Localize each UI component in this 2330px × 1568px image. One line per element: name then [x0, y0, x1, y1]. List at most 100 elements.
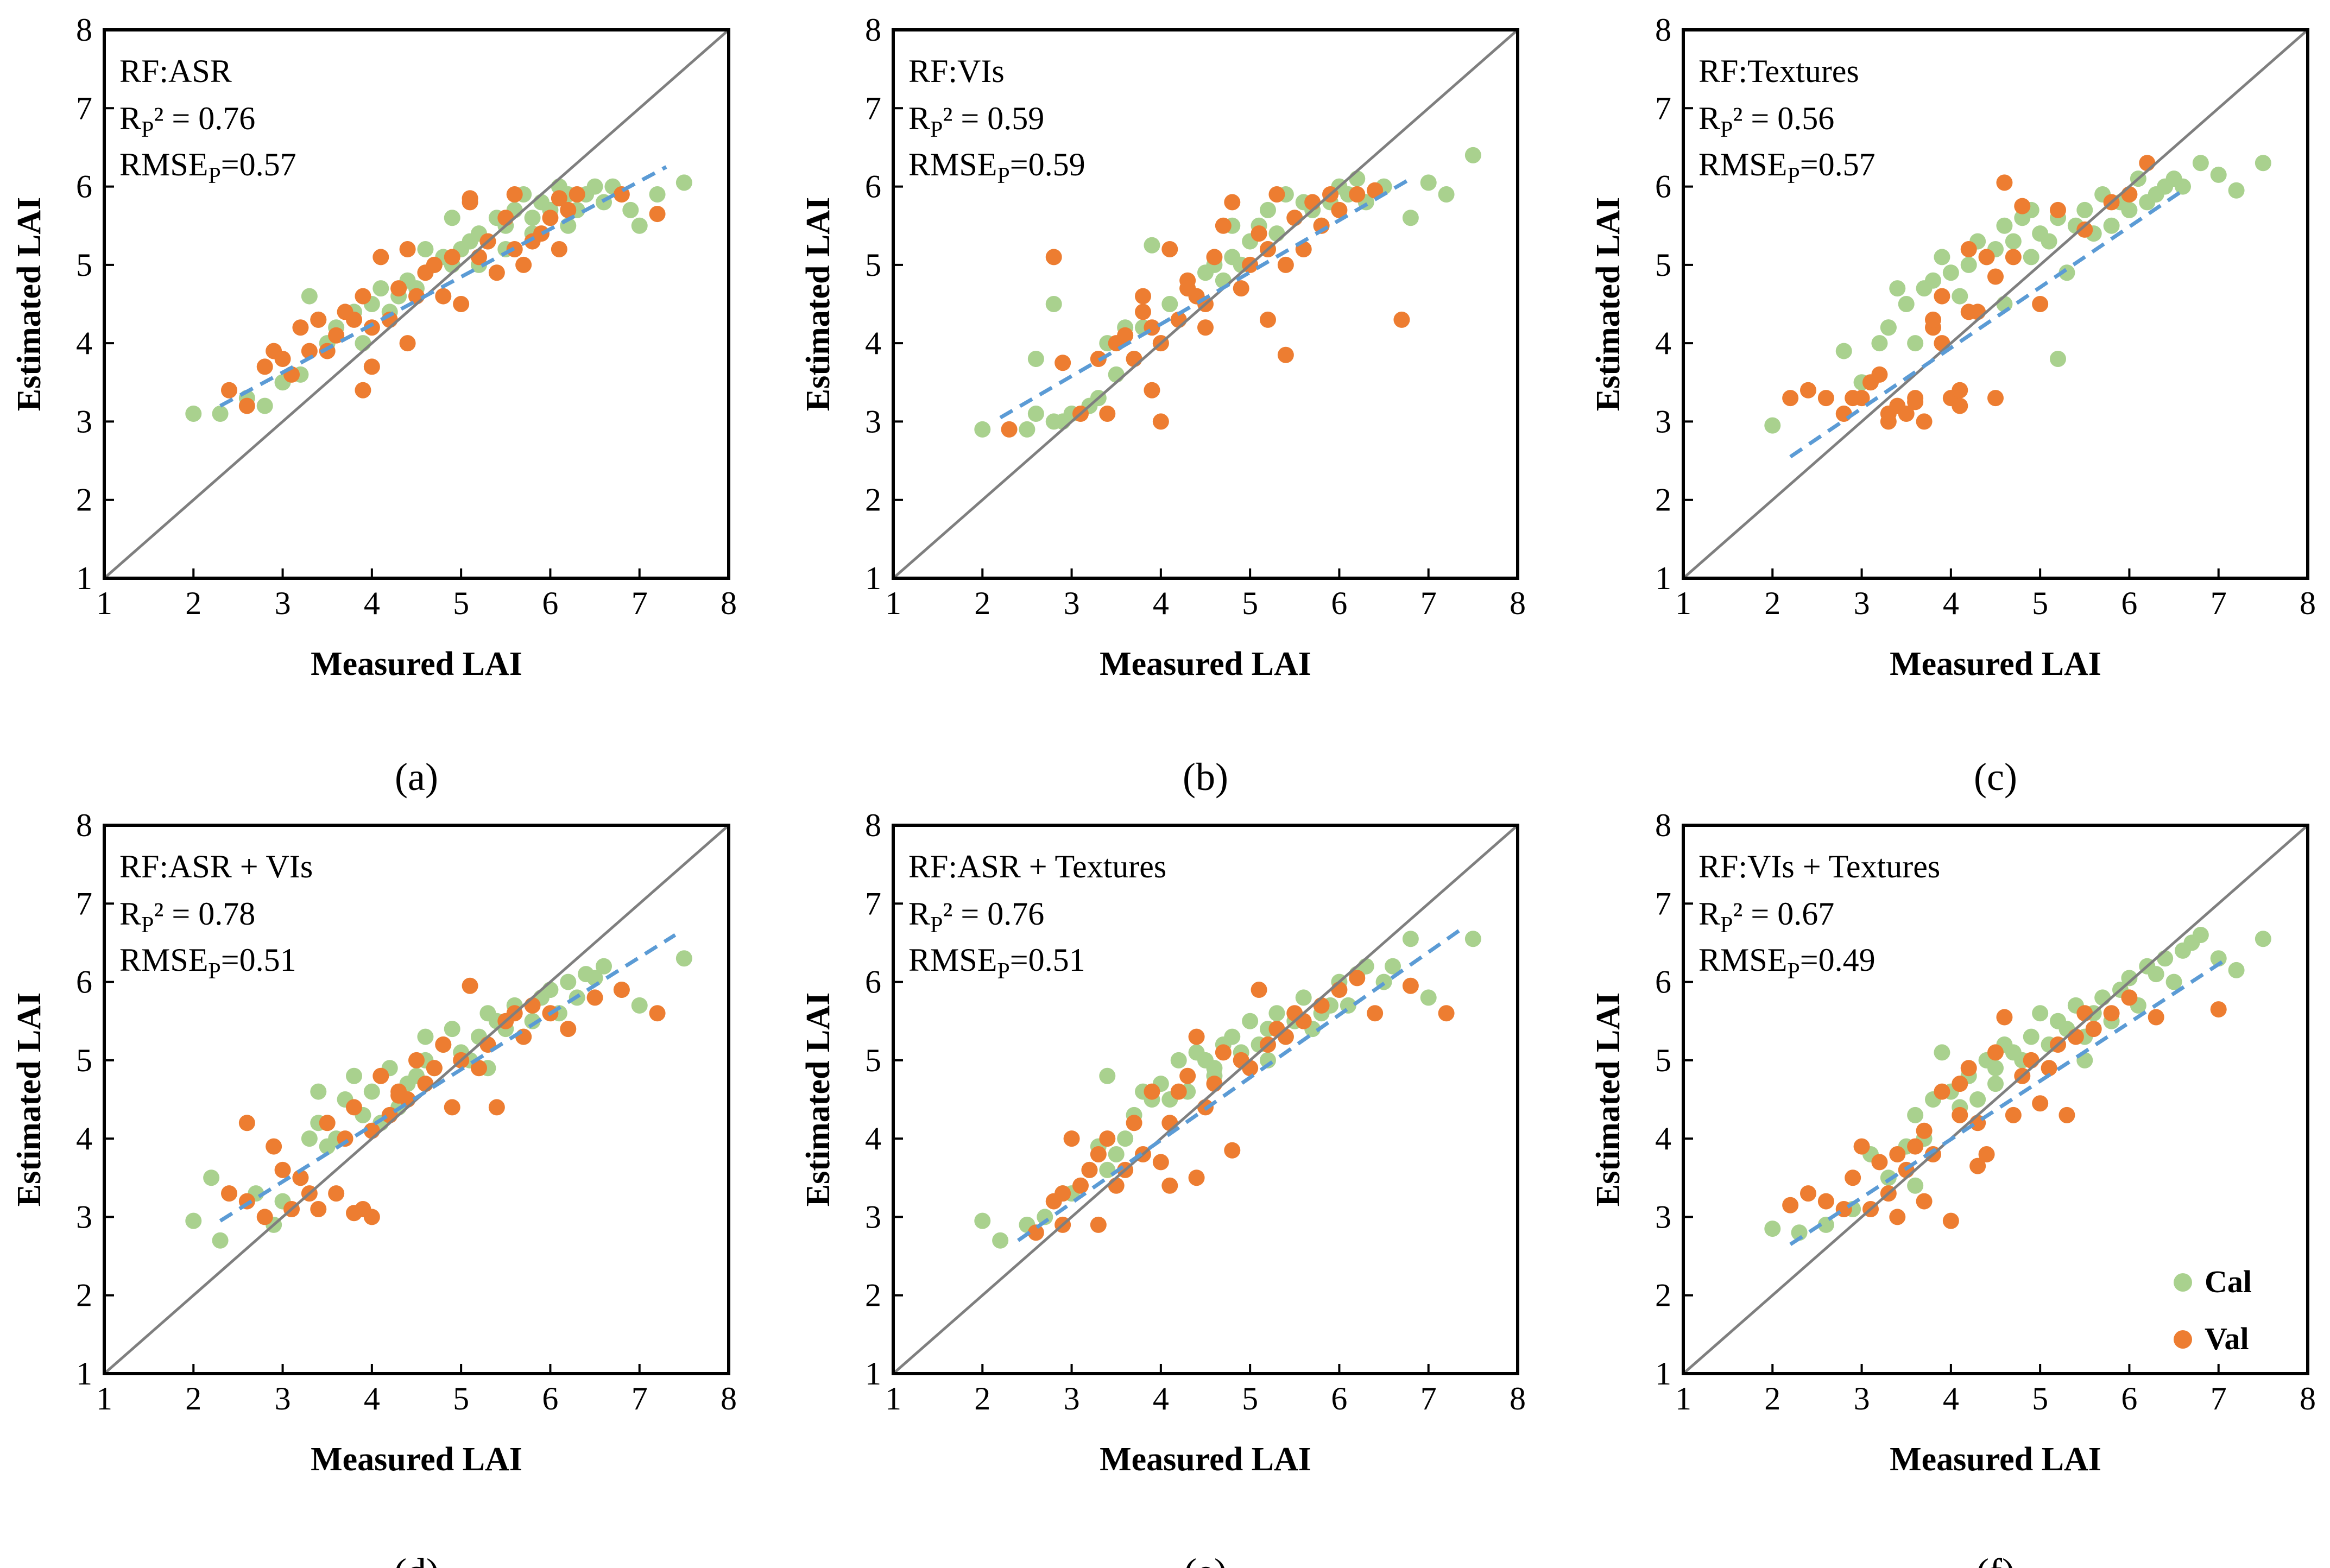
- r2-label: RP² = 0.78: [119, 896, 255, 938]
- data-point-val: [1907, 1138, 1924, 1155]
- plot-frame: [1682, 28, 2309, 580]
- data-point-cal: [586, 178, 603, 195]
- plot-frame: [1682, 824, 2309, 1375]
- data-point-cal: [2041, 233, 2057, 250]
- data-point-cal: [560, 973, 577, 990]
- data-point-cal: [596, 958, 612, 975]
- r2-label: RP² = 0.56: [1698, 100, 1834, 142]
- r2-label: RP² = 0.67: [1698, 896, 1834, 938]
- data-point-cal: [1019, 421, 1035, 438]
- data-point-cal: [2121, 201, 2138, 218]
- data-point-val: [346, 1205, 362, 1222]
- data-point-val: [2076, 1005, 2093, 1022]
- data-point-val: [319, 1115, 336, 1131]
- y-tick-label: 7: [865, 886, 881, 921]
- x-tick-label: 7: [1420, 585, 1437, 621]
- data-point-val: [1934, 1083, 1950, 1100]
- data-point-cal: [1791, 1224, 1808, 1241]
- y-tick-label: 4: [1655, 325, 1671, 361]
- x-tick-label: 1: [885, 1381, 901, 1417]
- r2-label: RP² = 0.59: [908, 100, 1044, 142]
- x-tick-label: 3: [275, 585, 291, 621]
- data-point-cal: [2192, 927, 2209, 943]
- data-point-val: [1152, 413, 1169, 430]
- x-tick-label: 3: [1854, 585, 1870, 621]
- x-tick-label: 6: [2121, 585, 2137, 621]
- y-tick-label: 8: [865, 12, 881, 48]
- data-point-val: [1144, 382, 1160, 399]
- regression-fit-line: [219, 165, 667, 408]
- data-point-val: [1978, 1146, 1995, 1162]
- data-point-val: [515, 1028, 532, 1045]
- data-point-val: [1188, 1169, 1205, 1186]
- y-axis-title: Estimated LAI: [800, 992, 837, 1206]
- data-point-cal: [1880, 1169, 1897, 1186]
- data-point-val: [1179, 1067, 1196, 1084]
- data-point-val: [444, 249, 460, 265]
- x-tick-label: 7: [632, 585, 648, 621]
- data-point-val: [1126, 351, 1142, 367]
- data-point-cal: [1295, 989, 1312, 1006]
- y-tick-label: 6: [76, 964, 92, 1000]
- x-tick-label: 8: [721, 1381, 737, 1417]
- data-point-cal: [2255, 155, 2271, 172]
- y-tick-label: 6: [865, 964, 881, 1000]
- data-point-val: [2014, 198, 2031, 214]
- data-point-val: [372, 249, 389, 265]
- data-point-val: [462, 194, 478, 211]
- data-point-val: [1934, 288, 1950, 305]
- x-tick-label: 2: [185, 585, 201, 621]
- data-point-val: [453, 296, 470, 312]
- data-point-val: [2050, 201, 2066, 218]
- data-point-cal: [1224, 1028, 1241, 1045]
- data-point-val: [266, 1138, 282, 1155]
- data-point-val: [408, 1052, 425, 1068]
- panel-caption: (f): [1976, 1551, 2015, 1568]
- panel-caption: (d): [394, 1551, 439, 1568]
- data-point-val: [1880, 406, 1897, 422]
- data-point-cal: [1420, 989, 1437, 1006]
- data-point-cal: [1871, 335, 1888, 352]
- y-tick-label: 3: [865, 1199, 881, 1235]
- panel-caption: (b): [1183, 755, 1228, 799]
- data-point-val: [2067, 1028, 2084, 1045]
- data-point-val: [1268, 186, 1285, 203]
- data-point-val: [390, 1087, 407, 1104]
- data-point-val: [444, 1099, 460, 1116]
- data-point-val: [1996, 1009, 2013, 1026]
- data-point-val: [1233, 280, 1249, 297]
- x-tick-label: 1: [96, 585, 112, 621]
- data-point-val: [506, 186, 523, 203]
- data-point-val: [417, 1076, 434, 1092]
- data-point-cal: [1987, 1076, 2004, 1092]
- x-tick-label: 8: [2300, 585, 2316, 621]
- data-point-val: [515, 256, 532, 273]
- data-point-cal: [1027, 351, 1044, 367]
- data-point-val: [1188, 1028, 1205, 1045]
- identity-line: [103, 29, 730, 579]
- data-point-val: [435, 288, 452, 305]
- y-tick-label: 8: [865, 807, 881, 843]
- y-tick-label: 5: [865, 247, 881, 283]
- chart-panel-f: 1 2 3 4 5 6 7 8 1 2 3 4 5 6 7 8 Measured LAI Estimated LA…: [1590, 807, 2316, 1568]
- data-point-cal: [2255, 931, 2271, 947]
- data-point-val: [1215, 217, 1232, 234]
- data-point-val: [1987, 390, 2004, 407]
- y-axis-title: Estimated LAI: [11, 992, 48, 1206]
- y-tick-label: 6: [865, 169, 881, 205]
- x-tick-label: 3: [1854, 1381, 1870, 1417]
- y-tick-label: 4: [865, 1121, 881, 1156]
- x-tick-label: 2: [974, 585, 990, 621]
- data-point-val: [1871, 1154, 1888, 1171]
- data-point-val: [2005, 1107, 2022, 1123]
- data-point-val: [1952, 1076, 1968, 1092]
- data-point-val: [1800, 1185, 1816, 1202]
- data-point-cal: [2210, 166, 2227, 183]
- x-tick-label: 5: [453, 1381, 469, 1417]
- data-point-cal: [355, 335, 371, 352]
- y-tick-label: 7: [76, 90, 92, 126]
- x-tick-label: 5: [2032, 1381, 2048, 1417]
- data-point-val: [586, 989, 603, 1006]
- data-point-val: [1286, 210, 1303, 226]
